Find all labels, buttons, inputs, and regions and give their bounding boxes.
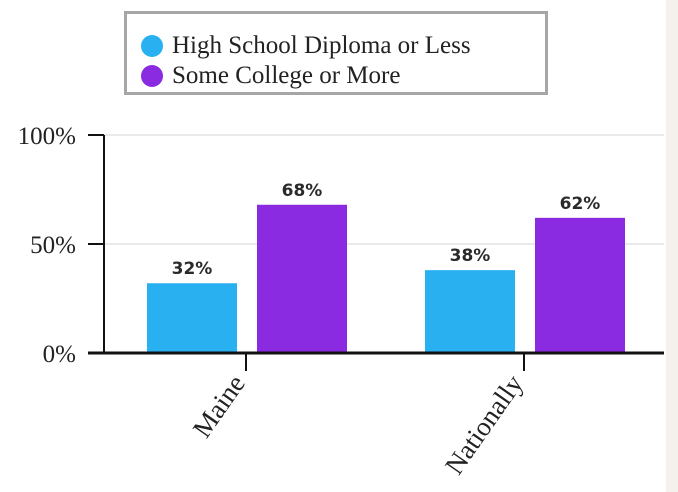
bar-maine-series-2 <box>257 204 347 353</box>
bar-maine-series-1 <box>147 283 237 353</box>
chart-legend: High School Diploma or Less Some College… <box>124 11 548 95</box>
x-tick-label-nationally: Nationally <box>439 369 529 480</box>
legend-item-some-college: Some College or More <box>141 62 400 90</box>
data-label-maine-series-1: 32% <box>172 259 213 279</box>
legend-swatch-some-college <box>141 65 163 87</box>
y-tick-label-100: 100% <box>18 123 76 150</box>
bar-nationally-series-1 <box>425 270 515 353</box>
bar-nationally-series-2 <box>535 217 625 353</box>
side-strip <box>666 0 678 492</box>
data-label-nationally-series-1: 38% <box>450 246 491 266</box>
legend-label-high-school: High School Diploma or Less <box>172 32 471 59</box>
data-label-maine-series-2: 68% <box>282 181 323 201</box>
legend-label-some-college: Some College or More <box>172 62 401 89</box>
y-tick-label-50: 50% <box>30 232 76 259</box>
y-tick-label-0: 0% <box>43 341 76 368</box>
legend-item-high-school: High School Diploma or Less <box>141 32 471 60</box>
legend-swatch-high-school <box>141 35 163 57</box>
x-tick-label-maine: Maine <box>187 369 251 443</box>
data-label-nationally-series-2: 62% <box>560 194 601 214</box>
